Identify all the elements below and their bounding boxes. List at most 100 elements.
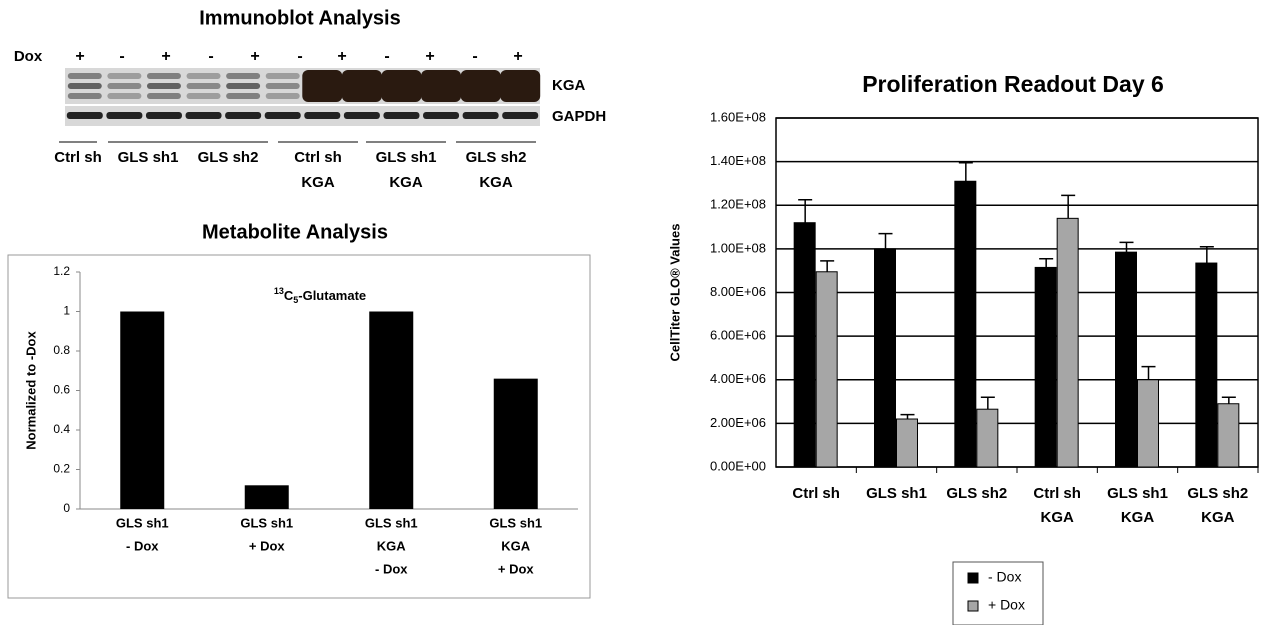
band [68, 83, 102, 89]
band [68, 93, 102, 99]
bar [494, 379, 538, 509]
band [342, 70, 382, 102]
x-tick-label: KGA [377, 538, 407, 553]
dox-sign: - [384, 48, 389, 65]
y-tick-label: 0.2 [53, 462, 70, 476]
x-tick-label: Ctrl sh [792, 485, 840, 502]
band [107, 93, 141, 99]
y-tick-label: 4.00E+06 [710, 371, 766, 386]
bar [1057, 218, 1078, 467]
x-tick-label: + Dox [249, 538, 286, 553]
y-tick-label: 8.00E+06 [710, 284, 766, 299]
lane-label: KGA [479, 174, 513, 191]
y-axis-label: Normalized to -Dox [23, 331, 38, 450]
band [266, 83, 300, 89]
dox-sign: + [425, 48, 434, 65]
band [68, 73, 102, 79]
band [186, 112, 222, 119]
y-tick-label: 0.6 [53, 383, 70, 397]
legend-swatch [968, 601, 978, 611]
bar [1218, 404, 1239, 467]
band [225, 112, 261, 119]
y-tick-label: 0.4 [53, 422, 70, 436]
y-tick-label: 6.00E+06 [710, 328, 766, 343]
blot-image [65, 68, 540, 126]
bar [1138, 380, 1159, 467]
bar [977, 409, 998, 467]
x-tick-label: GLS sh1 [866, 485, 927, 502]
band [461, 70, 501, 102]
annotation-part: -Glutamate [298, 288, 366, 303]
band [423, 112, 459, 119]
x-tick-label: GLS sh1 [365, 515, 418, 530]
x-tick-label: GLS sh1 [1107, 485, 1168, 502]
band [187, 83, 221, 89]
dox-sign: + [250, 48, 259, 65]
band [463, 112, 499, 119]
dox-sign: - [208, 48, 213, 65]
bar [120, 312, 164, 510]
band-label: KGA [552, 77, 586, 94]
dox-sign: + [161, 48, 170, 65]
band [67, 112, 103, 119]
y-tick-label: 1 [63, 304, 70, 318]
band [502, 112, 538, 119]
band [226, 93, 260, 99]
x-tick-label: GLS sh2 [1187, 485, 1248, 502]
lane-label: Ctrl sh [294, 149, 342, 166]
x-tick-label: KGA [1201, 509, 1235, 526]
dox-sign: + [75, 48, 84, 65]
y-tick-label: 1.60E+08 [710, 109, 766, 124]
lane-label: KGA [301, 174, 335, 191]
lane-label: KGA [389, 174, 423, 191]
band [304, 112, 340, 119]
band [226, 83, 260, 89]
y-axis-label: CellTiter GLO® Values [667, 224, 682, 362]
band [147, 83, 181, 89]
legend-swatch [968, 573, 978, 583]
dox-sign: - [297, 48, 302, 65]
band [266, 93, 300, 99]
y-tick-label: 1.40E+08 [710, 153, 766, 168]
annotation: 13C5-Glutamate [274, 286, 366, 305]
annotation-part: 13 [274, 286, 284, 296]
y-tick-label: 0 [63, 501, 70, 515]
dox-label: Dox [14, 48, 43, 65]
lane-label: GLS sh2 [198, 149, 259, 166]
band [226, 73, 260, 79]
x-tick-label: GLS sh2 [946, 485, 1007, 502]
legend-label: - Dox [988, 569, 1021, 585]
band [383, 112, 419, 119]
band [302, 70, 342, 102]
lane-label: GLS sh1 [118, 149, 179, 166]
band [146, 112, 182, 119]
y-tick-label: 2.00E+06 [710, 415, 766, 430]
band [500, 70, 540, 102]
x-tick-label: Ctrl sh [1033, 485, 1081, 502]
chart-title: Proliferation Readout Day 6 [862, 71, 1164, 97]
band [147, 93, 181, 99]
x-tick-label: - Dox [375, 561, 408, 576]
bar [1116, 252, 1137, 467]
band [147, 73, 181, 79]
x-tick-label: GLS sh1 [240, 515, 293, 530]
y-tick-label: 0.8 [53, 343, 70, 357]
band [266, 73, 300, 79]
band [381, 70, 421, 102]
band [187, 73, 221, 79]
band [265, 112, 301, 119]
bar [1035, 267, 1056, 467]
x-tick-label: - Dox [126, 538, 159, 553]
dox-sign: - [472, 48, 477, 65]
band [107, 73, 141, 79]
band [344, 112, 380, 119]
band-label: GAPDH [552, 108, 606, 125]
x-tick-label: KGA [1121, 509, 1155, 526]
blot-title: Immunoblot Analysis [199, 7, 401, 29]
bar [1196, 263, 1217, 467]
y-tick-label: 1.20E+08 [710, 197, 766, 212]
dox-sign: - [119, 48, 124, 65]
band [187, 93, 221, 99]
bar [369, 312, 413, 510]
dox-sign: + [337, 48, 346, 65]
